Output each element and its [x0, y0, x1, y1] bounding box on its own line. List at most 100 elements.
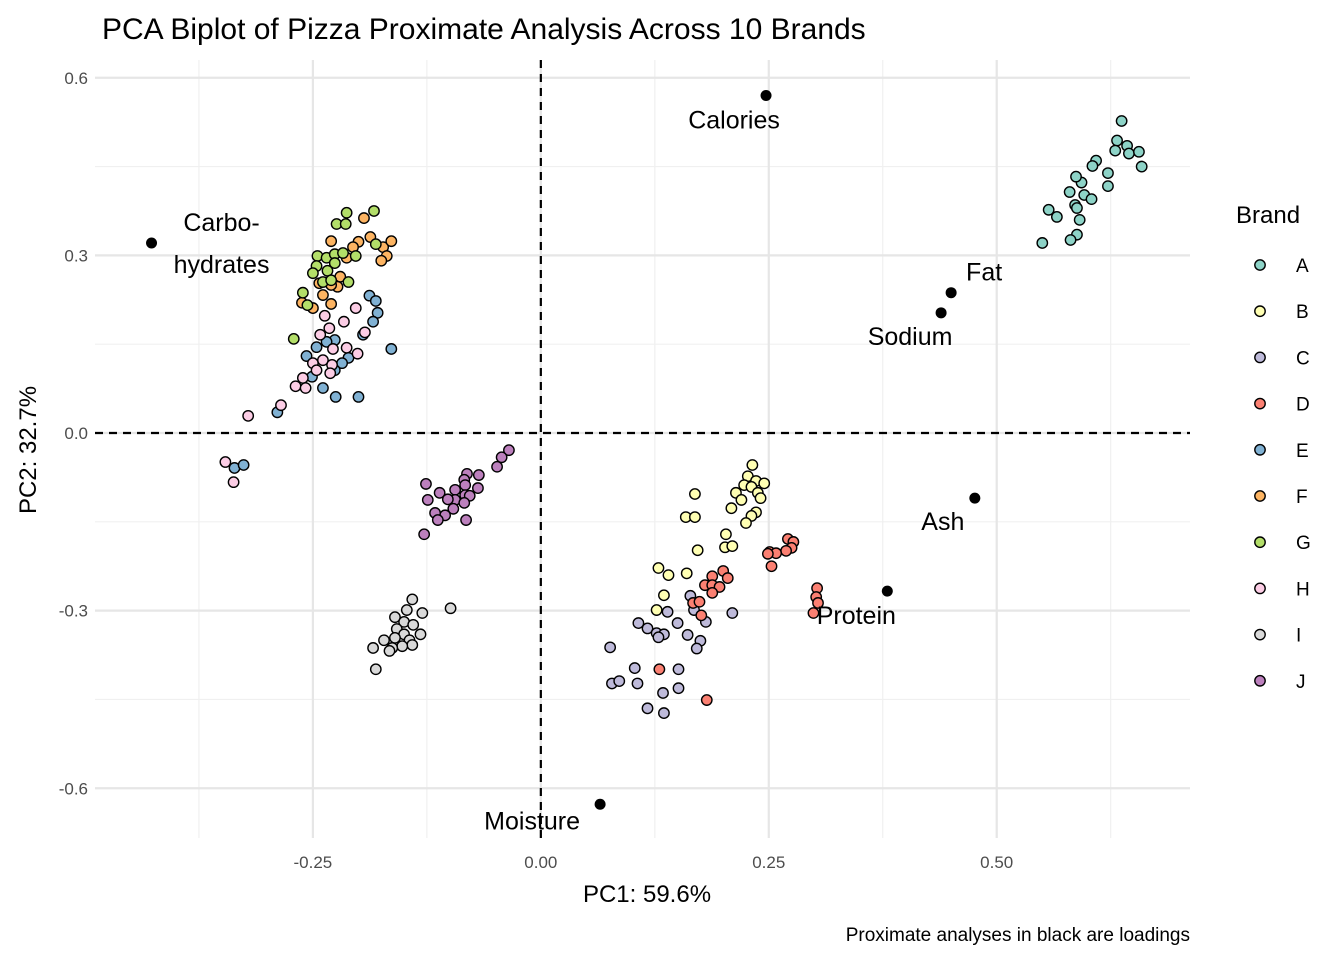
data-point-brand-j — [420, 478, 432, 490]
y-tick-label: -0.6 — [59, 779, 88, 798]
data-point-brand-c — [681, 629, 694, 641]
data-point-brand-g — [337, 247, 349, 259]
data-point-brand-b — [740, 517, 752, 529]
data-point-brand-c — [632, 617, 645, 629]
data-point-brand-c — [657, 687, 669, 699]
data-point-brand-b — [658, 589, 670, 602]
loading-point-fat — [945, 287, 957, 299]
loadings: Calories Carbo-hydrates Fat Sodium Ash Protei… — [146, 90, 1002, 835]
data-point-brand-e — [317, 382, 329, 394]
legend-key-a — [1254, 259, 1266, 271]
data-point-brand-g — [325, 274, 338, 287]
data-point-brand-h — [227, 476, 240, 489]
loading-point-protein — [881, 585, 893, 597]
legend-label-c: C — [1296, 348, 1310, 369]
data-point-brand-a — [1133, 145, 1145, 158]
data-point-brand-i — [369, 663, 382, 676]
legend-label-i: I — [1296, 626, 1301, 647]
loading-point-carbohydrates — [146, 237, 158, 249]
data-point-brand-d — [780, 544, 792, 557]
data-point-brand-a — [1109, 144, 1122, 157]
x-tick-label: 0.00 — [524, 853, 557, 872]
data-point-brand-i — [400, 604, 413, 616]
data-point-brand-i — [396, 640, 409, 653]
loading-label-moisture: Moisture — [484, 807, 580, 835]
data-point-brand-j — [458, 496, 471, 509]
legend-label-g: G — [1296, 533, 1311, 554]
legend: A B C D E F G H I J — [1254, 256, 1311, 693]
data-point-brand-j — [460, 514, 472, 526]
data-point-brand-g — [301, 299, 314, 312]
data-point-brand-c — [652, 631, 665, 644]
data-point-brand-j — [491, 460, 503, 473]
data-point-brand-b — [726, 540, 739, 553]
data-point-brand-a — [1115, 115, 1128, 127]
data-point-brand-a — [1086, 160, 1099, 172]
data-point-brand-a — [1085, 193, 1098, 206]
data-point-brand-h — [323, 322, 336, 335]
loading-label-carbohydrates: hydrates — [174, 251, 270, 279]
data-point-brand-a — [1063, 186, 1076, 198]
data-point-brand-h — [242, 409, 255, 422]
data-point-brand-e — [329, 390, 342, 403]
data-point-brand-c — [604, 641, 617, 654]
data-point-brand-h — [351, 347, 364, 360]
data-point-brand-g — [342, 276, 355, 288]
loading-label-sodium: Sodium — [868, 323, 953, 351]
data-point-brand-a — [1123, 147, 1135, 160]
x-tick-label: -0.25 — [294, 853, 333, 872]
data-point-brand-i — [383, 645, 396, 657]
data-point-brand-j — [503, 444, 515, 457]
data-point-brand-j — [472, 482, 484, 494]
y-tick-label: 0.6 — [64, 69, 88, 88]
legend-label-f: F — [1296, 487, 1308, 508]
data-point-brand-i — [378, 634, 390, 647]
data-point-brand-c — [672, 682, 685, 695]
loading-point-calories — [760, 90, 772, 102]
loading-point-ash — [969, 492, 981, 504]
data-point-brand-h — [340, 341, 353, 354]
data-point-brand-b — [758, 477, 771, 490]
data-point-brand-h — [324, 367, 337, 380]
data-point-brand-h — [299, 382, 312, 394]
data-point-brand-a — [1102, 167, 1114, 179]
data-point-brand-b — [652, 562, 665, 574]
data-point-brand-a — [1036, 237, 1049, 249]
data-point-brand-d — [653, 663, 666, 676]
legend-key-h — [1254, 582, 1266, 595]
data-point-brand-c — [690, 642, 703, 655]
data-point-brand-h — [318, 309, 331, 322]
y-tick-label: 0.0 — [64, 424, 88, 443]
data-point-brand-a — [1073, 213, 1086, 226]
data-point-brand-i — [414, 628, 427, 641]
data-point-brand-a — [1070, 170, 1082, 183]
legend-key-j — [1254, 674, 1266, 687]
data-point-brand-a — [1042, 203, 1055, 216]
data-point-brand-i — [416, 607, 429, 619]
data-point-brand-h — [310, 364, 323, 377]
data-point-brand-c — [672, 663, 685, 676]
data-point-brand-i — [389, 611, 401, 624]
x-axis-title: PC1: 59.6% — [583, 881, 711, 908]
legend-label-b: B — [1296, 302, 1309, 323]
grid-lines — [95, 60, 1190, 838]
data-point-brand-h — [289, 380, 302, 393]
data-point-brand-b — [754, 492, 767, 505]
data-point-brand-d — [700, 694, 713, 706]
data-point-brand-d — [695, 609, 708, 622]
loading-point-sodium — [935, 307, 947, 319]
data-point-brand-j — [449, 483, 462, 496]
data-point-brand-e — [352, 390, 365, 403]
data-point-brand-f — [325, 298, 338, 310]
data-point-brand-b — [662, 569, 675, 582]
data-point-brand-j — [495, 451, 508, 464]
legend-key-d — [1254, 397, 1266, 410]
data-point-brand-e — [369, 295, 382, 307]
data-point-brand-b — [680, 567, 693, 580]
data-point-brand-d — [693, 595, 706, 608]
data-point-brand-f — [375, 254, 388, 267]
y-tick-label: 0.3 — [64, 246, 88, 265]
legend-label-h: H — [1296, 579, 1310, 600]
data-point-brand-h — [327, 343, 339, 355]
